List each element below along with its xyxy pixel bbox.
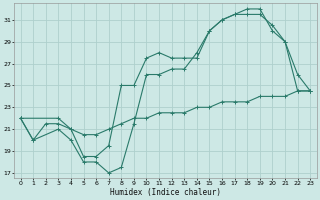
X-axis label: Humidex (Indice chaleur): Humidex (Indice chaleur) bbox=[110, 188, 221, 197]
